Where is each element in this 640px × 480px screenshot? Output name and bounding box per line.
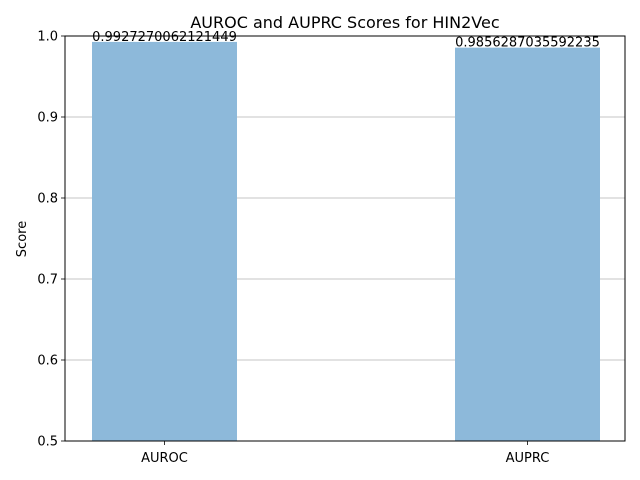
data-label-auprc: 0.9856287035592235 bbox=[455, 36, 600, 51]
plot-frame bbox=[64, 35, 626, 442]
labels: 0.5 0.6 0.7 0.8 0.9 1.0 0.9927270062121449 AURO… bbox=[37, 30, 600, 467]
bar-auprc bbox=[455, 47, 600, 442]
x-tick-label: AUROC bbox=[141, 451, 188, 466]
axes bbox=[61, 35, 626, 445]
x-tick-label: AUPRC bbox=[506, 451, 550, 466]
y-axis-label: Score bbox=[15, 221, 30, 257]
y-tick-label: 0.9 bbox=[37, 111, 58, 126]
chart-title: AUROC and AUPRC Scores for HIN2Vec bbox=[190, 13, 499, 32]
data-label-auroc: 0.9927270062121449 bbox=[92, 30, 237, 45]
y-tick-label: 1.0 bbox=[37, 30, 58, 45]
y-tick-label: 0.6 bbox=[37, 354, 58, 369]
bar-auroc bbox=[92, 41, 237, 442]
y-tick-label: 0.5 bbox=[37, 435, 58, 450]
y-tick-label: 0.7 bbox=[37, 273, 58, 288]
y-tick-label: 0.8 bbox=[37, 192, 58, 207]
bars bbox=[92, 41, 600, 442]
